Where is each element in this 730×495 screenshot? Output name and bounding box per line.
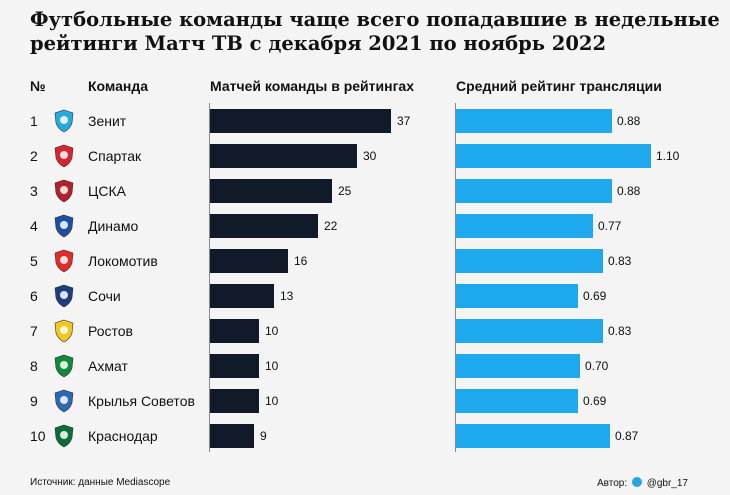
matches-bar	[210, 144, 357, 168]
team-label: Ахмат	[88, 358, 128, 374]
rating-value-label: 1.10	[656, 149, 680, 163]
sochi-icon	[52, 284, 76, 308]
header-matches: Матчей команды в рейтингах	[210, 78, 414, 94]
zenit-icon	[52, 109, 76, 133]
matches-value-label: 10	[265, 394, 279, 408]
spartak-icon	[52, 144, 76, 168]
author-prefix: Автор:	[597, 478, 628, 489]
matches-bar	[210, 109, 391, 133]
team-label: Спартак	[88, 148, 142, 164]
author-credit: Автор: @gbr_17	[597, 477, 688, 489]
matches-bar	[210, 389, 259, 413]
matches-value-label: 25	[338, 184, 352, 198]
rating-bar	[456, 424, 610, 448]
matches-value-label: 22	[324, 219, 338, 233]
rating-bar	[456, 319, 603, 343]
matches-bar	[210, 424, 254, 448]
rank-label: 1	[30, 113, 38, 129]
team-label: ЦСКА	[88, 183, 126, 199]
header-number: №	[30, 78, 46, 94]
akhmat-icon	[52, 354, 76, 378]
rating-bar	[456, 144, 651, 168]
team-label: Ростов	[88, 323, 133, 339]
chart-title: Футбольные команды чаще всего попадавшие…	[30, 8, 720, 55]
source-note: Источник: данные Mediascope	[30, 477, 171, 488]
rating-bar	[456, 214, 593, 238]
matches-value-label: 9	[260, 429, 267, 443]
rating-bar	[456, 249, 603, 273]
rating-bar	[456, 389, 578, 413]
cska-icon	[52, 179, 76, 203]
matches-bar	[210, 319, 259, 343]
lokomotiv-icon	[52, 249, 76, 273]
matches-bar	[210, 179, 332, 203]
team-label: Зенит	[88, 113, 127, 129]
team-label: Локомотив	[88, 253, 158, 269]
rank-label: 10	[30, 428, 46, 444]
team-label: Крылья Советов	[88, 393, 195, 409]
chart-row: 8 Ахмат 10 0.70	[0, 349, 730, 384]
team-label: Краснодар	[88, 428, 158, 444]
matches-value-label: 10	[265, 324, 279, 338]
rating-value-label: 0.77	[598, 219, 622, 233]
chart-row: 1 Зенит 37 0.88	[0, 104, 730, 139]
rank-label: 6	[30, 288, 38, 304]
rating-value-label: 0.87	[615, 429, 639, 443]
krylya-sovetov-icon	[52, 389, 76, 413]
rating-bar	[456, 354, 580, 378]
rank-label: 9	[30, 393, 38, 409]
team-label: Сочи	[88, 288, 121, 304]
header-team: Команда	[88, 78, 148, 94]
rank-label: 5	[30, 253, 38, 269]
matches-axis-line	[209, 103, 210, 452]
rating-bar	[456, 284, 578, 308]
rostov-icon	[52, 319, 76, 343]
header-rating: Средний рейтинг трансляции	[456, 78, 662, 94]
matches-value-label: 37	[397, 114, 411, 128]
rating-bar	[456, 179, 612, 203]
chart-row: 2 Спартак 30 1.10	[0, 139, 730, 174]
krasnodar-icon	[52, 424, 76, 448]
team-label: Динамо	[88, 218, 139, 234]
matches-bar	[210, 249, 288, 273]
chart-row: 3 ЦСКА 25 0.88	[0, 174, 730, 209]
matches-bar	[210, 354, 259, 378]
rating-value-label: 0.69	[583, 394, 607, 408]
rank-label: 7	[30, 323, 38, 339]
matches-bar	[210, 284, 274, 308]
rating-value-label: 0.83	[608, 254, 632, 268]
matches-value-label: 10	[265, 359, 279, 373]
rating-value-label: 0.70	[585, 359, 609, 373]
chart-row: 10 Краснодар 9 0.87	[0, 419, 730, 454]
matches-value-label: 16	[294, 254, 308, 268]
rank-label: 8	[30, 358, 38, 374]
rating-value-label: 0.69	[583, 289, 607, 303]
rating-value-label: 0.88	[617, 184, 641, 198]
telegram-icon	[631, 477, 642, 487]
rank-label: 2	[30, 148, 38, 164]
chart-row: 7 Ростов 10 0.83	[0, 314, 730, 349]
matches-value-label: 30	[363, 149, 377, 163]
dinamo-icon	[52, 214, 76, 238]
matches-value-label: 13	[280, 289, 294, 303]
rating-value-label: 0.83	[608, 324, 632, 338]
author-handle: @gbr_17	[646, 478, 688, 489]
rating-value-label: 0.88	[617, 114, 641, 128]
rank-label: 3	[30, 183, 38, 199]
chart-row: 5 Локомотив 16 0.83	[0, 244, 730, 279]
rating-bar	[456, 109, 612, 133]
rank-label: 4	[30, 218, 38, 234]
chart-row: 6 Сочи 13 0.69	[0, 279, 730, 314]
chart-row: 9 Крылья Советов 10 0.69	[0, 384, 730, 419]
rating-axis-line	[455, 103, 456, 452]
chart-row: 4 Динамо 22 0.77	[0, 209, 730, 244]
matches-bar	[210, 214, 318, 238]
